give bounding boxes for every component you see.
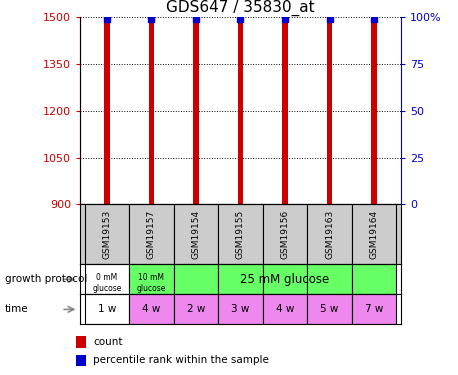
- Text: GSM19155: GSM19155: [236, 210, 245, 259]
- Bar: [238, 0, 243, 204]
- Text: 2 w: 2 w: [187, 304, 205, 314]
- Point: [371, 16, 378, 22]
- Bar: [85, 294, 129, 324]
- Text: 10 mM: 10 mM: [138, 273, 164, 282]
- Bar: [193, 0, 199, 204]
- Text: 5 w: 5 w: [320, 304, 339, 314]
- Text: GSM19156: GSM19156: [280, 210, 289, 259]
- Text: 25 mM glucose: 25 mM glucose: [240, 273, 330, 286]
- Bar: [352, 294, 396, 324]
- Bar: [129, 204, 174, 264]
- Text: GSM19163: GSM19163: [325, 210, 334, 259]
- Text: GSM19153: GSM19153: [103, 210, 111, 259]
- Point: [237, 16, 244, 22]
- Point: [103, 16, 110, 22]
- Text: percentile rank within the sample: percentile rank within the sample: [93, 356, 269, 365]
- Text: GSM19164: GSM19164: [370, 210, 378, 259]
- Text: GSM19157: GSM19157: [147, 210, 156, 259]
- Bar: [263, 294, 307, 324]
- Bar: [282, 0, 288, 204]
- Text: count: count: [93, 337, 123, 347]
- Bar: [263, 204, 307, 264]
- Bar: [307, 204, 352, 264]
- Text: 1 w: 1 w: [98, 304, 116, 314]
- Bar: [352, 264, 396, 294]
- Text: growth protocol: growth protocol: [5, 274, 87, 284]
- Bar: [174, 204, 218, 264]
- Bar: [307, 264, 352, 294]
- Point: [281, 16, 289, 22]
- Bar: [85, 204, 129, 264]
- Text: 7 w: 7 w: [365, 304, 383, 314]
- Bar: [85, 264, 129, 294]
- Bar: [352, 204, 396, 264]
- Bar: [218, 294, 263, 324]
- Bar: [76, 336, 87, 348]
- Text: 0 mM: 0 mM: [96, 273, 118, 282]
- Bar: [307, 294, 352, 324]
- Bar: [174, 294, 218, 324]
- Point: [192, 16, 200, 22]
- Text: GSM19154: GSM19154: [191, 210, 201, 259]
- Bar: [129, 264, 174, 294]
- Text: 4 w: 4 w: [142, 304, 161, 314]
- Bar: [263, 264, 307, 294]
- Title: GDS647 / 35830_at: GDS647 / 35830_at: [166, 0, 315, 15]
- Bar: [371, 0, 376, 204]
- Bar: [104, 0, 109, 204]
- Text: glucose: glucose: [136, 285, 166, 294]
- Bar: [218, 264, 263, 294]
- Bar: [76, 355, 87, 366]
- Text: glucose: glucose: [92, 285, 121, 294]
- Bar: [129, 294, 174, 324]
- Bar: [149, 0, 154, 204]
- Point: [326, 16, 333, 22]
- Text: time: time: [5, 304, 28, 314]
- Bar: [218, 204, 263, 264]
- Text: 3 w: 3 w: [231, 304, 250, 314]
- Bar: [327, 0, 332, 204]
- Text: 4 w: 4 w: [276, 304, 294, 314]
- Point: [148, 16, 155, 22]
- Bar: [174, 264, 218, 294]
